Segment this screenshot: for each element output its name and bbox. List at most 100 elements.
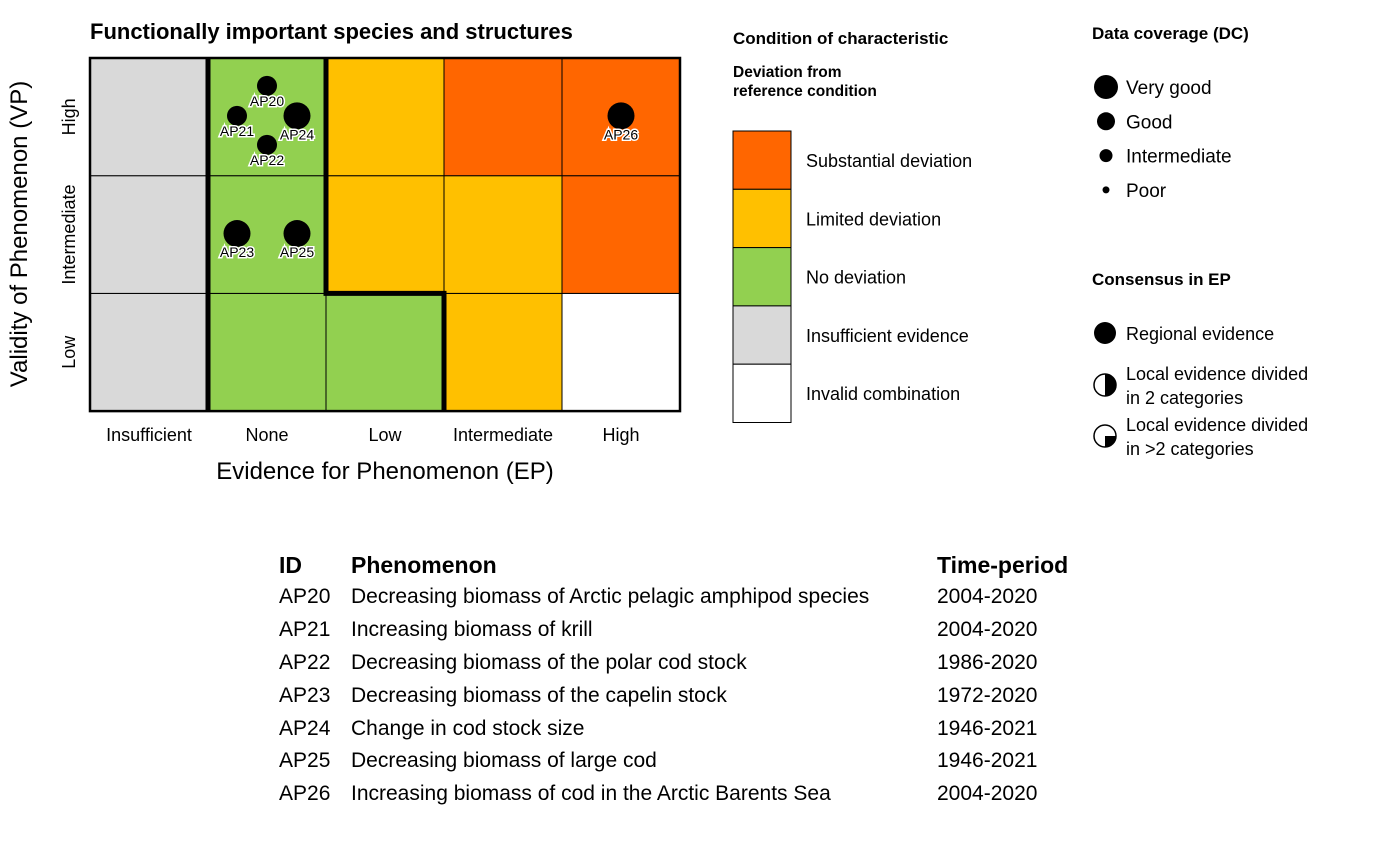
data-point-ap22	[257, 134, 277, 155]
plot-frame	[88, 56, 682, 413]
dc-legend-label: Intermediate	[1126, 147, 1232, 168]
cell-phenomenon: Increasing biomass of cod in the Arctic …	[351, 782, 831, 806]
full-circle-icon	[1094, 322, 1116, 344]
y-axis-label: Validity of Phenomenon (VP)	[6, 81, 33, 387]
data-point-label: AP20	[250, 93, 284, 109]
grid-cell	[325, 292, 445, 412]
dc-legend-dot	[1102, 186, 1110, 194]
legend-swatch-invalid	[732, 363, 792, 424]
cell-time-period: 2004-2020	[937, 585, 1038, 609]
cell-time-period: 2004-2020	[937, 618, 1038, 642]
data-point-ap24	[283, 102, 311, 130]
consensus-legend-label: in >2 categories	[1126, 439, 1254, 459]
condition-legend-subtitle: reference condition	[733, 83, 877, 100]
dc-legend-dot	[1094, 75, 1118, 99]
x-tick-label: High	[602, 425, 639, 445]
grid-cell	[561, 292, 681, 412]
legend-swatch-limited	[732, 188, 792, 249]
header-time-period: Time-period	[937, 551, 1069, 578]
cell-phenomenon: Decreasing biomass of large cod	[351, 749, 657, 773]
data-point-ap26	[607, 102, 635, 130]
data-point-ap21	[227, 105, 247, 126]
legend-label-insufficient: Insufficient evidence	[806, 326, 969, 346]
cell-phenomenon: Increasing biomass of krill	[351, 618, 593, 642]
cell-id: AP20	[279, 585, 331, 609]
data-point-ap20	[257, 75, 277, 96]
legend-label-invalid: Invalid combination	[806, 384, 960, 404]
y-tick-label: Intermediate	[59, 185, 79, 285]
legend-label-none: No deviation	[806, 268, 906, 288]
table-row: AP23 Decreasing biomass of the capelin st…	[279, 679, 1097, 712]
grid-cell	[89, 57, 209, 177]
cell-id: AP23	[279, 683, 331, 707]
consensus-legend-label: Local evidence divided	[1126, 415, 1308, 435]
half-circle-fill	[1105, 374, 1116, 396]
cell-time-period: 2004-2020	[937, 782, 1038, 806]
grid-cell	[443, 292, 563, 412]
cell-id: AP25	[279, 749, 331, 773]
grid-cell	[325, 175, 445, 294]
header-id: ID	[279, 551, 302, 578]
condition-legend-subtitle: Deviation from	[733, 64, 842, 81]
y-tick-label: Low	[59, 335, 79, 369]
x-axis-label: Evidence for Phenomenon (EP)	[216, 458, 554, 485]
status-boundary-line	[205, 58, 447, 412]
cell-id: AP24	[279, 716, 331, 740]
grid-cell	[89, 292, 209, 412]
consensus-legend-title: Consensus in EP	[1092, 270, 1231, 289]
grid-cell	[207, 292, 327, 412]
x-tick-label: Insufficient	[106, 425, 192, 445]
cell-phenomenon: Decreasing biomass of the polar cod stoc…	[351, 650, 747, 674]
cell-phenomenon: Decreasing biomass of the capelin stock	[351, 683, 727, 707]
x-tick-label: None	[245, 425, 288, 445]
data-point-ap25	[283, 220, 311, 248]
table-row: AP25 Decreasing biomass of large cod 1946-…	[279, 745, 1097, 778]
legend-label-limited: Limited deviation	[806, 209, 941, 229]
x-tick-label: Low	[368, 425, 402, 445]
data-point-label: AP25	[280, 244, 314, 260]
boundary-path	[205, 58, 447, 412]
cell-phenomenon: Decreasing biomass of Arctic pelagic amp…	[351, 585, 870, 609]
cell-time-period: 1986-2020	[937, 650, 1038, 674]
table-row: AP20 Decreasing biomass of Arctic pelagic…	[279, 581, 1097, 614]
quarter-fill	[1105, 436, 1116, 447]
table-row: AP26 Increasing biomass of cod in the Arc…	[279, 778, 1097, 811]
cell-time-period: 1946-2021	[937, 749, 1038, 773]
data-point-label: AP21	[220, 123, 254, 139]
dc-legend-label: Poor	[1126, 181, 1167, 202]
x-tick-label: Intermediate	[453, 425, 553, 445]
consensus-legend-label: Local evidence divided	[1126, 364, 1308, 384]
grid-cell	[443, 57, 563, 177]
legend-swatch-insufficient	[732, 305, 792, 365]
table-header: ID Phenomenon Time-period	[279, 549, 1097, 581]
dc-legend-title: Data coverage (DC)	[1092, 24, 1249, 43]
dc-legend-dot	[1097, 112, 1115, 131]
legend-swatch-none	[732, 247, 792, 307]
phenomena-table: ID Phenomenon Time-period AP20 Decreasing…	[279, 549, 1097, 811]
data-point-label: AP22	[250, 152, 284, 168]
header-phenomenon: Phenomenon	[351, 551, 497, 578]
dc-legend-label: Good	[1126, 112, 1172, 133]
y-tick-label: High	[59, 98, 79, 135]
dc-legend-dot	[1099, 149, 1113, 163]
data-point-ap23	[223, 220, 251, 248]
grid-cell	[561, 175, 681, 294]
cell-id: AP26	[279, 782, 331, 806]
condition-legend-title: Condition of characteristic	[733, 29, 948, 48]
legend-swatch-substantial	[732, 130, 792, 190]
chart-title: Functionally important species and struc…	[90, 19, 573, 44]
legend-label-substantial: Substantial deviation	[806, 151, 972, 171]
dc-legend-label: Very good	[1126, 78, 1212, 99]
cell-id: AP22	[279, 650, 331, 674]
consensus-legend-label: in 2 categories	[1126, 388, 1243, 408]
grid-cell	[89, 175, 209, 294]
cell-time-period: 1972-2020	[937, 683, 1038, 707]
cell-time-period: 1946-2021	[937, 716, 1038, 740]
data-point-label: AP23	[220, 244, 254, 260]
table-row: AP21 Increasing biomass of krill 2004-2020	[279, 614, 1097, 647]
table-row: AP24 Change in cod stock size 1946-2021	[279, 712, 1097, 745]
table-row: AP22 Decreasing biomass of the polar cod …	[279, 647, 1097, 680]
grid-cell	[443, 175, 563, 294]
consensus-legend-label: Regional evidence	[1126, 324, 1274, 344]
